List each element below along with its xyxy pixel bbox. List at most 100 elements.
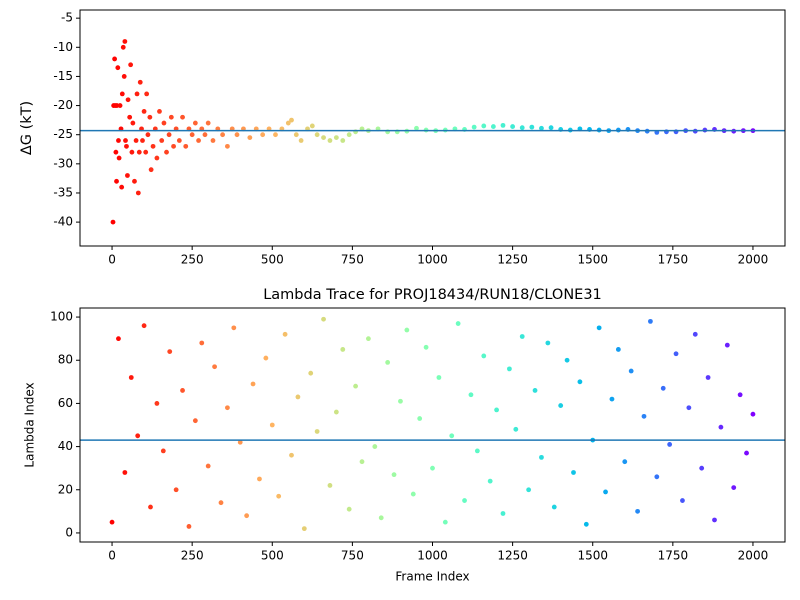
point xyxy=(244,513,250,519)
point xyxy=(545,340,551,346)
point xyxy=(718,424,724,430)
point xyxy=(471,124,477,130)
point xyxy=(154,401,160,406)
point xyxy=(539,125,544,131)
point xyxy=(686,405,692,411)
point xyxy=(127,114,133,120)
point xyxy=(136,149,142,155)
y-tick-label: -30 xyxy=(53,156,73,170)
point xyxy=(327,138,333,143)
point xyxy=(635,508,640,514)
point xyxy=(494,407,499,413)
point xyxy=(410,491,416,497)
point xyxy=(145,132,151,138)
point xyxy=(481,353,487,359)
point xyxy=(225,143,230,149)
point xyxy=(398,398,403,404)
x-tick-label: 0 xyxy=(108,253,116,267)
point xyxy=(273,132,278,138)
point xyxy=(180,388,185,393)
point xyxy=(519,334,525,339)
point xyxy=(122,470,128,475)
point xyxy=(192,418,198,424)
point xyxy=(113,149,119,155)
point xyxy=(125,173,130,178)
point xyxy=(333,135,339,141)
point xyxy=(615,347,621,352)
point xyxy=(680,498,685,503)
point xyxy=(301,526,307,532)
point xyxy=(583,521,589,527)
point xyxy=(257,476,262,482)
point xyxy=(143,149,149,155)
axes-frame xyxy=(79,307,786,543)
point xyxy=(314,429,320,434)
y-tick-label: 20 xyxy=(58,482,73,496)
y-tick-label: -10 xyxy=(53,40,73,54)
point xyxy=(250,381,256,387)
point xyxy=(603,489,608,495)
point xyxy=(199,340,205,346)
point xyxy=(116,155,122,161)
x-tick-label: 1750 xyxy=(658,253,689,267)
x-tick-label: 500 xyxy=(261,253,284,267)
point xyxy=(293,132,299,138)
point xyxy=(115,65,121,71)
point xyxy=(507,366,512,372)
point xyxy=(744,450,749,456)
point xyxy=(391,472,397,478)
point xyxy=(114,178,119,184)
point xyxy=(346,506,352,512)
point xyxy=(212,364,217,370)
point xyxy=(154,155,160,161)
point xyxy=(166,132,172,138)
point xyxy=(295,394,301,400)
point xyxy=(147,114,153,120)
y-tick-label: 80 xyxy=(58,353,73,367)
point xyxy=(571,470,576,475)
point xyxy=(462,498,467,503)
point xyxy=(128,375,134,380)
point xyxy=(176,138,182,143)
y-axis-label: Lambda Index xyxy=(23,382,37,467)
x-tick-label: 1250 xyxy=(497,549,528,563)
point xyxy=(519,125,525,131)
point xyxy=(548,125,554,131)
point xyxy=(225,405,230,411)
point xyxy=(189,132,195,138)
point xyxy=(474,448,480,454)
point xyxy=(218,500,224,506)
point xyxy=(135,190,141,196)
point xyxy=(314,132,320,138)
x-tick-label: 1000 xyxy=(417,549,448,563)
point xyxy=(692,331,698,337)
x-tick-label: 500 xyxy=(261,549,284,563)
y-tick-label: -15 xyxy=(53,69,73,83)
point xyxy=(648,318,653,324)
point xyxy=(641,413,647,419)
point xyxy=(529,124,535,130)
x-tick-label: 1500 xyxy=(577,253,608,267)
y-tick-label: -35 xyxy=(53,185,73,199)
point xyxy=(366,336,371,342)
point xyxy=(237,439,243,445)
x-axis-label: Frame Index xyxy=(395,570,469,584)
point xyxy=(180,114,185,120)
point xyxy=(654,474,660,480)
point xyxy=(148,167,154,173)
point xyxy=(124,143,129,149)
point xyxy=(526,487,532,493)
point xyxy=(140,138,145,143)
point xyxy=(346,132,352,138)
y-tick-label: 100 xyxy=(50,310,73,324)
point xyxy=(125,97,131,103)
point xyxy=(628,368,634,374)
point xyxy=(117,103,123,108)
point xyxy=(220,132,226,138)
point xyxy=(231,325,237,331)
point xyxy=(148,504,153,510)
point xyxy=(385,359,391,365)
point xyxy=(551,504,557,510)
point xyxy=(247,135,253,141)
